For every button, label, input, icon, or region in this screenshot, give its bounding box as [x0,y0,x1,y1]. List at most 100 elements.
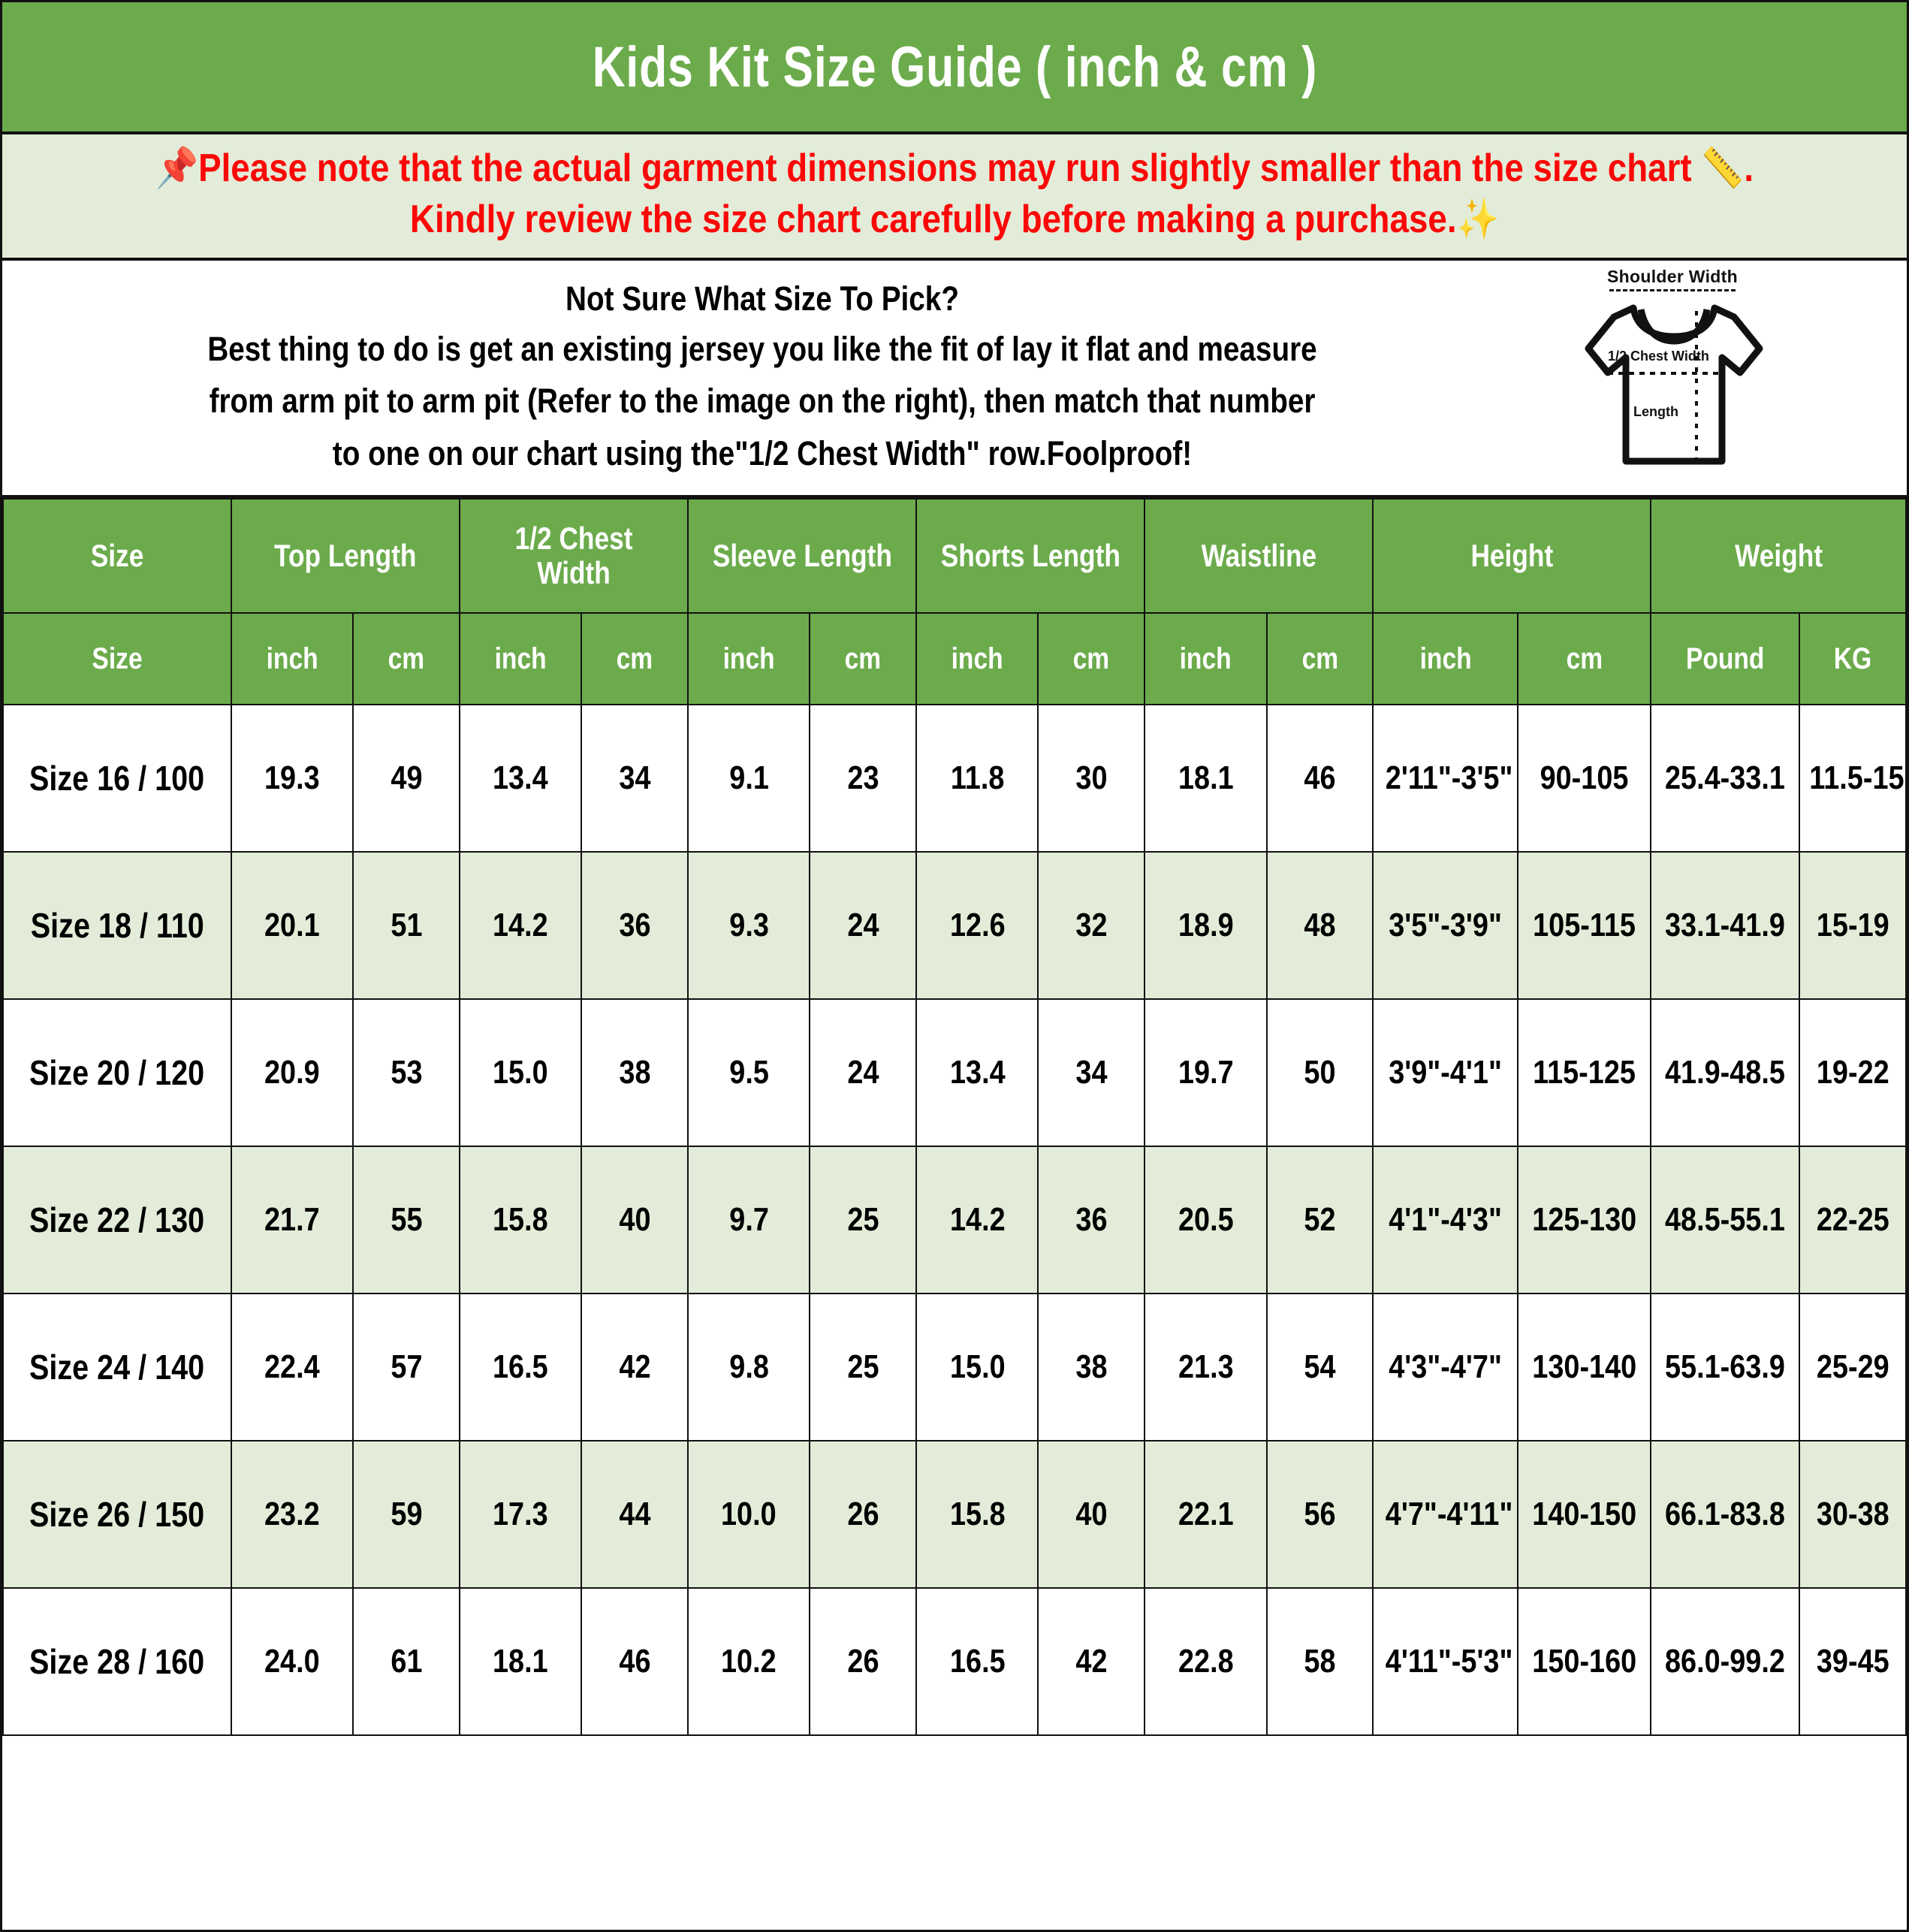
cell-value: 3'5"-3'9" [1389,907,1503,943]
unit-header-label: inch [266,641,318,675]
table-row: Size 26 / 150 23.2 59 17.3 44 10.0 26 15.8 40 22.… [2,1440,1907,1589]
table-row: Size 20 / 120 20.9 53 15.0 38 9.5 24 13.4 34 19.7… [2,998,1907,1147]
cell-value: 15.8 [949,1496,1006,1532]
table-cell: 9.5 [687,998,811,1147]
table-cell: 23 [809,704,918,853]
row-size-label: Size 24 / 140 [2,1293,233,1441]
cell-value: 38 [619,1054,651,1091]
cell-value: 42 [619,1348,651,1385]
unit-header-size-0: Size [2,612,233,705]
cell-value: 15.8 [493,1201,549,1238]
table-cell: 51 [352,851,461,1000]
table-cell: 40 [1037,1440,1146,1589]
cell-value: 49 [391,759,423,796]
table-cell: 50 [1265,998,1374,1147]
table-cell: 17.3 [459,1440,583,1589]
unit-header-label: cm [616,641,653,675]
cell-value: 11.5-15 [1809,759,1904,796]
cell-value: 25 [847,1201,879,1238]
table-body: Size 16 / 100 19.3 49 13.4 34 9.1 23 11.8 30 18.1… [2,704,1907,1736]
table-cell: 41.9-48.5 [1650,998,1800,1147]
cell-value: 39-45 [1816,1643,1889,1680]
table-cell: 90-105 [1516,704,1652,853]
table-cell: 46 [581,1587,689,1736]
table-cell: 19.3 [231,704,354,853]
table-cell: 9.3 [687,851,811,1000]
cell-value: 16.5 [949,1643,1006,1680]
cell-value: 13.4 [493,759,549,796]
cell-value: 86.0-99.2 [1665,1643,1786,1680]
table-cell: 30-38 [1798,1440,1907,1589]
cell-value: 18.1 [1178,759,1234,796]
cell-value: 20.5 [1178,1201,1234,1238]
cell-value: 44 [619,1496,651,1532]
cell-value: 52 [1304,1201,1336,1238]
table-cell: 23.2 [231,1440,354,1589]
unit-header-label: Pound [1685,641,1765,675]
table-cell: 48.5-55.1 [1650,1146,1800,1294]
cell-value: 19.7 [1178,1054,1234,1091]
unit-header-label: inch [494,641,547,675]
unit-header-inch-7: inch [915,612,1039,705]
unit-header-label: inch [951,641,1003,675]
cell-value: 25.4-33.1 [1665,759,1786,796]
table-cell: 22.1 [1144,1440,1268,1589]
table-cell: 4'1"-4'3" [1372,1146,1518,1294]
table-cell: 36 [1037,1146,1146,1294]
table-cell: 59 [352,1440,461,1589]
cell-value: 4'3"-4'7" [1389,1348,1503,1385]
cell-value: 18.1 [493,1643,549,1680]
cell-value: 22.4 [264,1348,320,1385]
cell-value: 51 [391,907,423,943]
table-cell: 9.7 [687,1146,811,1294]
table-cell: 24 [809,998,918,1147]
unit-header-label: cm [1566,641,1603,675]
cell-value: 105-115 [1533,907,1636,943]
cell-value: 55 [391,1201,423,1238]
cell-value: 55.1-63.9 [1665,1348,1786,1385]
cell-value: 33.1-41.9 [1665,907,1786,943]
cell-value: 20.1 [264,907,320,943]
cell-value: 12.6 [949,907,1006,943]
table-cell: 36 [581,851,689,1000]
cell-value: Size 16 / 100 [29,759,205,798]
cell-value: Size 18 / 110 [30,906,204,945]
table-cell: 18.1 [1144,704,1268,853]
cell-value: 36 [1075,1201,1108,1238]
page-title-bar: Kids Kit Size Guide ( inch & cm ) [2,2,1907,134]
table-cell: 19.7 [1144,998,1268,1147]
cell-value: 10.2 [721,1643,777,1680]
cell-value: 23.2 [264,1496,320,1532]
table-cell: 44 [581,1440,689,1589]
table-cell: 13.4 [459,704,583,853]
cell-value: 23 [847,759,879,796]
table-cell: 32 [1037,851,1146,1000]
table-cell: 19-22 [1798,998,1907,1147]
cell-value: 14.2 [949,1201,1006,1238]
table-cell: 26 [809,1587,918,1736]
cell-value: Size 28 / 160 [29,1642,205,1681]
table-cell: 9.1 [687,704,811,853]
cell-value: 26 [847,1643,879,1680]
table-cell: 4'3"-4'7" [1372,1293,1518,1441]
table-cell: 22.4 [231,1293,354,1441]
instructions-text: Not Sure What Size To Pick? Best thing t… [2,261,1522,478]
cell-value: 9.8 [728,1348,769,1385]
cell-value: Size 26 / 150 [29,1495,205,1534]
notice-banner: 📌Please note that the actual garment dim… [2,134,1907,261]
unit-header-pound-13: Pound [1650,612,1800,705]
cell-value: 19.3 [264,759,320,796]
cell-value: Size 22 / 130 [29,1200,205,1239]
cell-value: 19-22 [1816,1054,1889,1091]
cell-value: 53 [391,1054,423,1091]
table-cell: 4'11"-5'3" [1372,1587,1518,1736]
unit-header-label: cm [845,641,882,675]
table-cell: 115-125 [1516,998,1652,1147]
cell-value: 57 [391,1348,423,1385]
unit-header-label: Size [92,641,143,675]
table-cell: 14.2 [915,1146,1039,1294]
instructions-line-2: from arm pit to arm pit (Refer to the im… [209,382,1316,421]
unit-header-label: cm [388,641,425,675]
cell-value: 25 [847,1348,879,1385]
table-cell: 10.0 [687,1440,811,1589]
